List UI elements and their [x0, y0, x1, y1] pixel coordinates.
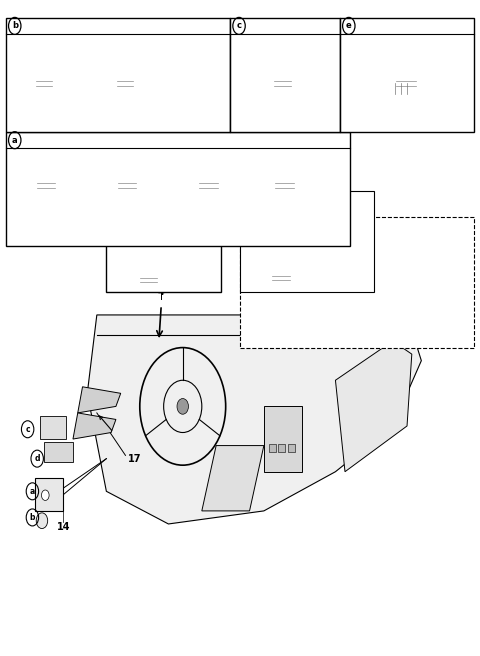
Bar	[240, 217, 474, 348]
Text: 25: 25	[43, 150, 55, 159]
Text: 14: 14	[57, 522, 70, 532]
Text: 4: 4	[158, 287, 165, 297]
Text: e: e	[346, 22, 352, 30]
Polygon shape	[34, 164, 65, 171]
Polygon shape	[137, 262, 166, 268]
Text: a: a	[30, 487, 35, 496]
Polygon shape	[59, 164, 65, 198]
Polygon shape	[272, 164, 303, 171]
Polygon shape	[221, 164, 227, 198]
Polygon shape	[336, 341, 412, 472]
Polygon shape	[132, 232, 152, 236]
Polygon shape	[156, 239, 172, 260]
Polygon shape	[420, 63, 426, 96]
Polygon shape	[262, 232, 281, 236]
Polygon shape	[302, 235, 306, 260]
Polygon shape	[271, 70, 294, 96]
Circle shape	[177, 399, 189, 414]
Bar	[240, 191, 373, 292]
Bar	[35, 478, 63, 511]
Polygon shape	[34, 171, 59, 198]
Text: 10: 10	[300, 223, 313, 234]
Text: 5: 5	[299, 216, 305, 226]
Polygon shape	[393, 63, 426, 70]
Polygon shape	[172, 235, 176, 260]
Circle shape	[36, 513, 48, 529]
Bar	[6, 18, 230, 132]
Polygon shape	[55, 64, 60, 96]
Polygon shape	[270, 260, 298, 266]
Polygon shape	[87, 315, 421, 524]
Polygon shape	[294, 64, 300, 96]
Polygon shape	[136, 63, 142, 96]
Polygon shape	[292, 260, 298, 288]
Text: 11: 11	[41, 49, 53, 59]
Polygon shape	[78, 387, 120, 413]
Circle shape	[41, 490, 49, 501]
Text: 17: 17	[128, 454, 142, 464]
Polygon shape	[393, 70, 420, 96]
Polygon shape	[114, 70, 136, 96]
Bar	[39, 416, 66, 439]
Bar	[288, 444, 295, 452]
Polygon shape	[287, 239, 302, 260]
Text: c: c	[237, 22, 241, 30]
Polygon shape	[34, 64, 60, 70]
Polygon shape	[132, 236, 148, 256]
Polygon shape	[115, 171, 140, 198]
Polygon shape	[196, 164, 227, 171]
Polygon shape	[160, 262, 166, 290]
Text: 13: 13	[205, 150, 217, 159]
Text: 9: 9	[257, 223, 264, 234]
Text: 16: 16	[377, 21, 389, 31]
Text: 8: 8	[174, 223, 180, 234]
Text: 15: 15	[124, 150, 136, 159]
Polygon shape	[262, 236, 277, 256]
Text: a: a	[12, 136, 18, 145]
Polygon shape	[287, 235, 306, 239]
Polygon shape	[156, 235, 176, 239]
Polygon shape	[196, 171, 221, 198]
Polygon shape	[148, 232, 152, 256]
Text: d: d	[35, 454, 40, 463]
Polygon shape	[272, 171, 297, 198]
Text: c: c	[25, 424, 30, 434]
Bar	[107, 191, 221, 292]
Bar	[264, 406, 302, 472]
Bar	[278, 444, 285, 452]
Polygon shape	[115, 164, 146, 171]
Bar	[230, 18, 340, 132]
Bar	[269, 444, 276, 452]
Text: 24: 24	[267, 21, 279, 31]
Polygon shape	[73, 413, 116, 439]
Polygon shape	[202, 445, 264, 511]
Text: 7: 7	[126, 223, 132, 234]
Polygon shape	[297, 164, 303, 198]
Polygon shape	[270, 266, 292, 288]
Bar	[44, 442, 73, 462]
Text: b: b	[12, 22, 18, 30]
Bar	[6, 132, 350, 247]
Polygon shape	[271, 64, 300, 70]
Polygon shape	[137, 268, 160, 290]
Text: (W/SEAT WARM SWITCH): (W/SEAT WARM SWITCH)	[310, 219, 404, 228]
Text: 6: 6	[302, 261, 308, 271]
Polygon shape	[34, 70, 55, 96]
Text: 26: 26	[121, 47, 134, 57]
Text: b: b	[30, 513, 35, 522]
Text: 12: 12	[282, 150, 294, 159]
Polygon shape	[277, 232, 281, 256]
Polygon shape	[114, 63, 142, 70]
Bar	[340, 18, 474, 132]
Polygon shape	[140, 164, 146, 198]
Text: 6: 6	[171, 262, 177, 272]
